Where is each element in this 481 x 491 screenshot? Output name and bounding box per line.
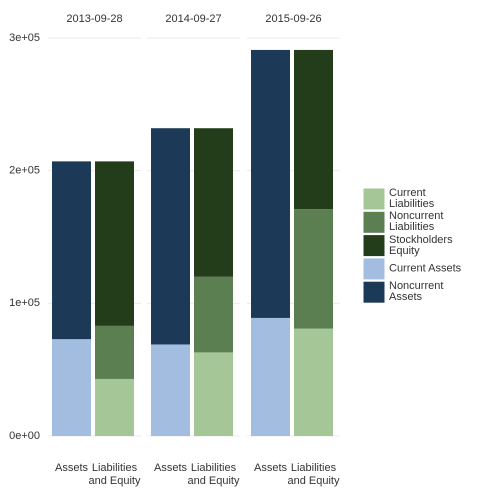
facet-title: 2014-09-27 (165, 13, 221, 25)
x-tick-label: Liabilities and Equity (187, 462, 240, 487)
legend-label: Stockholders Equity (389, 233, 453, 257)
x-tick-label: Liabilities and Equity (88, 462, 141, 487)
bar-segment (294, 49, 333, 210)
legend-key (362, 234, 386, 258)
legend-key (362, 257, 386, 281)
bar-segment (52, 161, 91, 340)
bar-segment (151, 344, 190, 436)
x-tick-label: Assets (153, 462, 187, 474)
y-tick-label: 2e+05 (9, 165, 40, 177)
legend-label: Current Assets (389, 262, 462, 275)
bar-segment (151, 128, 190, 345)
x-tick-label: Assets (54, 462, 88, 474)
legend-key (362, 210, 386, 234)
y-tick-label: 1e+05 (9, 297, 40, 309)
bar-segment (194, 128, 233, 277)
y-tick-label: 3e+05 (9, 32, 40, 44)
legend-label: Noncurrent Liabilities (389, 210, 444, 234)
bar-segment (251, 317, 290, 436)
bar-segment (95, 161, 134, 326)
bar-segment (95, 378, 134, 436)
bar-segment (294, 328, 333, 436)
bar-segment (52, 339, 91, 436)
facet-title: 2015-09-26 (265, 13, 321, 25)
bar-segment (194, 276, 233, 353)
x-tick-label: Assets (253, 462, 287, 474)
y-tick-label: 0e+00 (9, 430, 40, 442)
x-tick-label: Liabilities and Equity (287, 462, 340, 487)
legend-label: Noncurrent Assets (389, 280, 444, 304)
bar-segment (95, 325, 134, 379)
legend-label: Current Liabilities (389, 187, 435, 210)
bar-segment (294, 209, 333, 329)
facet-title: 2013-09-28 (66, 13, 122, 25)
bar-segment (251, 49, 290, 318)
legend-key (362, 187, 386, 211)
bar-segment (194, 352, 233, 436)
legend-key (362, 280, 386, 304)
